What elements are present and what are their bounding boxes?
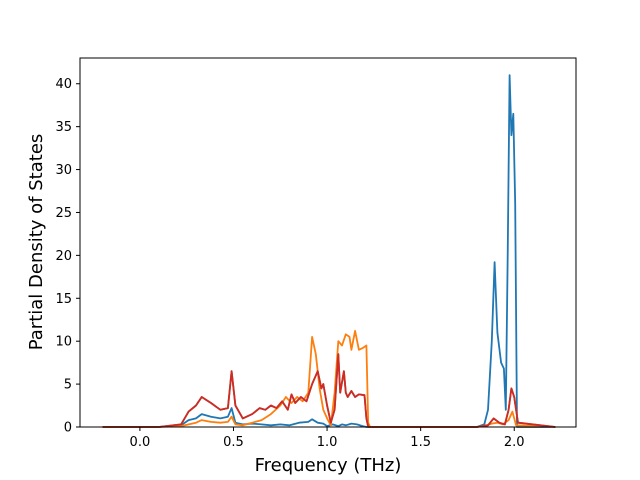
y-tick-label: 15 <box>55 292 72 307</box>
series-line-4 <box>102 353 556 428</box>
y-tick-label: 30 <box>55 163 72 178</box>
x-tick-label: 0.0 <box>130 435 151 450</box>
y-tick-label: 40 <box>55 77 72 92</box>
x-tick-label: 1.0 <box>317 435 338 450</box>
x-tick-label: 2.0 <box>504 435 525 450</box>
y-axis-label: Partial Density of States <box>26 134 47 351</box>
y-tick-label: 20 <box>55 249 72 264</box>
y-axis-ticks: 0 5 10 15 20 25 30 35 40 <box>55 77 80 436</box>
y-tick-label: 0 <box>64 421 72 436</box>
y-tick-label: 35 <box>55 120 72 135</box>
plot-frame <box>79 57 577 428</box>
x-axis-ticks: 0.0 0.5 1.0 1.5 2.0 <box>130 427 525 450</box>
x-axis-label: Frequency (THz) <box>255 455 402 476</box>
x-tick-label: 0.5 <box>223 435 244 450</box>
series-line-1 <box>102 74 556 428</box>
y-tick-label: 10 <box>55 335 72 350</box>
y-tick-label: 5 <box>64 378 72 393</box>
y-tick-label: 25 <box>55 206 72 221</box>
x-tick-label: 1.5 <box>410 435 431 450</box>
